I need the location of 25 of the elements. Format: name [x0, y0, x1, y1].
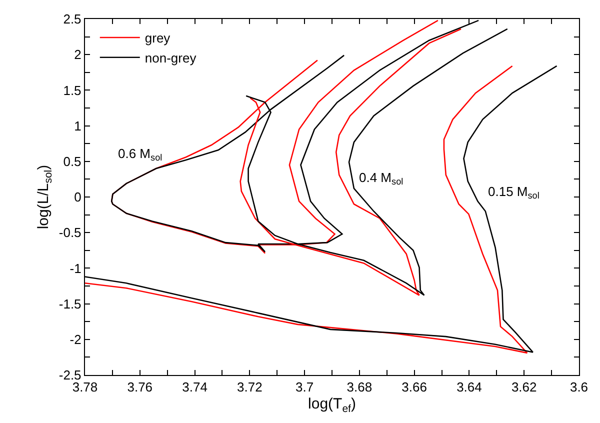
- annotation: 0.6 M$_{sol}$: [118, 146, 162, 163]
- x-tick-label: 3.6: [570, 380, 588, 395]
- x-tick-label: 3.64: [456, 380, 482, 395]
- x-tick-label: 3.72: [237, 380, 262, 395]
- annotation: 0.4 M$_{sol}$: [359, 170, 404, 187]
- y-tick-label: 1.5: [63, 82, 82, 98]
- y-tick-label: 0.5: [63, 154, 82, 169]
- y-tick-label: -1: [70, 260, 82, 276]
- y-tick-label: 2.5: [63, 12, 82, 27]
- x-tick-label: 3.66: [402, 380, 427, 395]
- x-tick-label: 3.7: [296, 380, 314, 395]
- y-tick-label: 0: [74, 190, 82, 205]
- x-tick-label: 3.62: [511, 380, 537, 395]
- annotation: 0.15 M$_{sol}$: [488, 184, 540, 201]
- y-tick-label: 1: [74, 118, 82, 134]
- y-tick-label: -1.5: [58, 296, 82, 312]
- y-tick-label: -0.5: [58, 225, 82, 240]
- y-tick-label: -2: [70, 332, 82, 347]
- x-tick-label: 3.76: [127, 380, 153, 395]
- x-tick-label: 3.74: [182, 380, 208, 395]
- x-axis-title: log(T$_{ef}$): [308, 396, 356, 415]
- x-tick-label: 3.68: [346, 380, 372, 395]
- y-tick-label: 2: [74, 47, 82, 62]
- legend-label: non-grey: [144, 50, 197, 66]
- legend-label: grey: [144, 30, 171, 46]
